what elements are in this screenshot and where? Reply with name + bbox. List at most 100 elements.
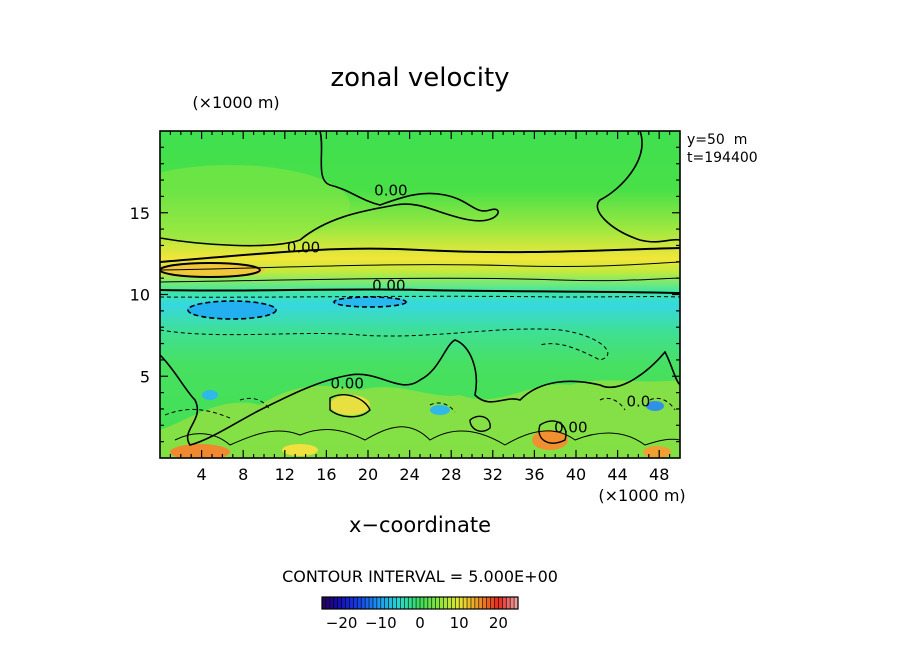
colorbar-cell bbox=[490, 597, 495, 609]
contour-lines bbox=[160, 131, 680, 446]
x-tick-label: 12 bbox=[275, 465, 295, 484]
colorbar-cell bbox=[322, 597, 327, 609]
contour-neg-dash-2 bbox=[160, 328, 609, 361]
x-tick-label: 36 bbox=[524, 465, 544, 484]
contour-value-label: 0.00 bbox=[372, 276, 405, 294]
colorbar-cell bbox=[416, 597, 421, 609]
contour-jet-core bbox=[160, 262, 261, 278]
colorbar-cell bbox=[349, 597, 354, 609]
colorbar: −20 −10 0 10 20 bbox=[321, 596, 519, 632]
contour-zero-upper-right bbox=[596, 131, 680, 243]
chart-title: zonal velocity bbox=[330, 63, 509, 93]
plot-area: 0.00 0.00 0.00 0.00 0.00 0.0 bbox=[160, 131, 680, 458]
y-tick-label: 10 bbox=[130, 286, 150, 305]
field-patch-bottom-3 bbox=[330, 395, 370, 415]
colorbar-cell bbox=[455, 597, 460, 609]
colorbar-cell bbox=[361, 597, 366, 609]
colorbar-frame bbox=[321, 596, 519, 610]
colorbar-cell bbox=[447, 597, 452, 609]
x-tick-label: 32 bbox=[483, 465, 503, 484]
x-axis: 4 8 12 16 20 24 28 32 36 40 44 48 bbox=[169, 131, 671, 484]
x-unit-label: (×1000 m) bbox=[598, 486, 685, 505]
colorbar-cell bbox=[494, 597, 499, 609]
colorbar-cell bbox=[474, 597, 480, 609]
colorbar-cell bbox=[400, 597, 405, 609]
colorbar-cell bbox=[396, 597, 401, 609]
colorbar-cell bbox=[482, 597, 487, 609]
colorbar-cell bbox=[388, 597, 393, 609]
colorbar-cell bbox=[333, 597, 338, 609]
y-axis: 5 10 15 bbox=[130, 146, 680, 443]
colorbar-cell bbox=[439, 597, 444, 609]
colorbar-cell bbox=[329, 597, 335, 609]
contour-value-label: 0.0 bbox=[626, 392, 650, 410]
colorbar-cell bbox=[337, 597, 342, 609]
x-tick-label: 16 bbox=[316, 465, 336, 484]
x-tick-label: 24 bbox=[399, 465, 419, 484]
x-tick-label: 44 bbox=[607, 465, 627, 484]
x-tick-label: 48 bbox=[649, 465, 669, 484]
colorbar-cell bbox=[506, 597, 511, 609]
colorbar-cell bbox=[510, 597, 515, 609]
field-patch-bottom-4 bbox=[532, 430, 568, 450]
colorbar-cell bbox=[372, 597, 378, 609]
colorbar-cell bbox=[486, 597, 491, 609]
colorbar-tick-label: −20 bbox=[326, 614, 358, 632]
x-tick-label: 28 bbox=[441, 465, 461, 484]
field-patch-bottom-6 bbox=[430, 405, 450, 415]
colorbar-cell bbox=[341, 597, 346, 609]
info-y: y=50 m bbox=[687, 132, 747, 148]
colorbar-cell bbox=[365, 597, 370, 609]
colorbar-cell bbox=[423, 597, 429, 609]
colorbar-cell bbox=[412, 597, 417, 609]
contour-labels: 0.00 0.00 0.00 0.00 0.00 0.0 bbox=[287, 181, 651, 437]
colorbar-cell bbox=[325, 597, 331, 609]
contour-jet-inner-1 bbox=[160, 261, 680, 271]
contour-bottom-fine-2 bbox=[164, 397, 676, 419]
colorbar-cell bbox=[357, 597, 362, 609]
colorbar-cell bbox=[443, 597, 448, 609]
x-tick-label: 40 bbox=[566, 465, 586, 484]
colorbar-cell bbox=[470, 597, 476, 609]
field-patch-light bbox=[160, 165, 350, 245]
contour-bottom-fine-1 bbox=[174, 426, 680, 446]
field-patch-bottom-8 bbox=[646, 401, 664, 411]
field-patch-neg-2 bbox=[332, 297, 408, 307]
x-tick-label: 4 bbox=[197, 465, 207, 484]
colorbar-tick-label: −10 bbox=[365, 614, 397, 632]
field-patch-bottom-1 bbox=[170, 444, 230, 458]
x-axis-title: x−coordinate bbox=[349, 513, 491, 537]
colorbar-cell bbox=[392, 597, 397, 609]
contour-zero-lower-left bbox=[160, 339, 680, 446]
y-tick-label: 15 bbox=[130, 204, 150, 223]
y-tick-label: 5 bbox=[140, 367, 150, 386]
field-patch-bottom-5 bbox=[643, 446, 671, 458]
info-t: t=194400 bbox=[687, 150, 758, 166]
contour-zero-upper bbox=[160, 131, 499, 247]
colorbar-cell bbox=[404, 597, 409, 609]
colorbar-cell bbox=[467, 597, 472, 609]
colorbar-cell bbox=[408, 597, 413, 609]
colorbar-cell bbox=[463, 597, 468, 609]
colorbar-tick-label: 20 bbox=[489, 614, 508, 632]
contour-value-label: 0.00 bbox=[287, 239, 320, 257]
field-patch-neg-1 bbox=[187, 301, 277, 319]
colorbar-cell bbox=[384, 597, 389, 609]
colorbar-cell bbox=[459, 597, 464, 609]
contour-value-label: 0.00 bbox=[330, 374, 363, 392]
colorbar-cell bbox=[427, 597, 433, 609]
contour-value-label: 0.00 bbox=[554, 419, 587, 437]
contour-zero-jet-top bbox=[160, 247, 680, 263]
colorbar-tick-label: 10 bbox=[450, 614, 469, 632]
colorbar-tick-label: 0 bbox=[415, 614, 425, 632]
x-tick-label: 8 bbox=[238, 465, 248, 484]
contour-value-label: 0.00 bbox=[374, 181, 407, 199]
colorbar-cell bbox=[431, 597, 436, 609]
colorbar-cell bbox=[369, 597, 374, 609]
colorbar-cell bbox=[514, 597, 519, 609]
colorbar-cell bbox=[345, 597, 350, 609]
contour-bottom-fine-3 bbox=[329, 394, 567, 444]
colorbar-cell bbox=[380, 597, 386, 609]
colorbar-cell bbox=[478, 597, 484, 609]
